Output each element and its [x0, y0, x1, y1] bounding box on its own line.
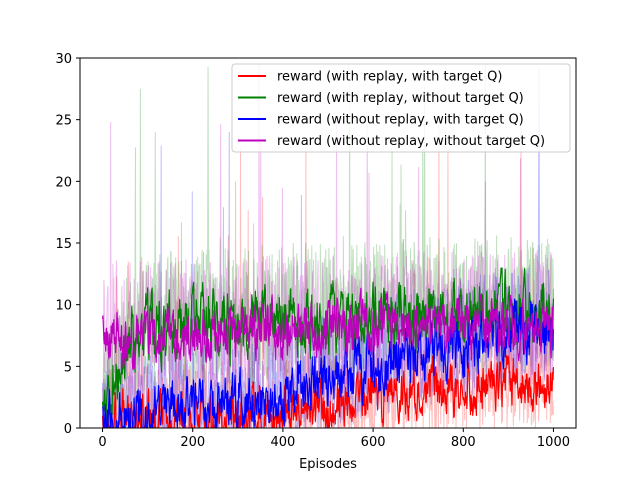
x-tick-label: 0	[98, 435, 106, 450]
x-tick-label: 200	[180, 435, 205, 450]
x-tick-label: 800	[451, 435, 476, 450]
y-tick-label: 20	[55, 175, 72, 190]
legend-label: reward (without replay, with target Q)	[277, 113, 524, 128]
y-tick-label: 25	[55, 114, 72, 129]
x-tick-label: 600	[361, 435, 386, 450]
y-tick-label: 0	[64, 422, 72, 437]
series-line	[101, 287, 555, 371]
legend-label: reward (with replay, without target Q)	[277, 91, 524, 106]
y-axis: 0 5 10 15 20 25 30	[55, 52, 80, 437]
x-tick-label: 1000	[537, 435, 570, 450]
legend-box	[231, 63, 571, 153]
y-tick-label: 15	[55, 237, 72, 252]
x-axis: 0 200 400 600 800 1000	[98, 428, 570, 450]
series-line	[101, 298, 555, 428]
legend-label: reward (with replay, with target Q)	[277, 70, 502, 85]
legend-label: reward (without replay, without target Q…	[277, 134, 545, 149]
legend: reward (with replay, with target Q) rewar…	[231, 63, 571, 153]
series-layer	[101, 267, 555, 428]
y-tick-label: 5	[64, 360, 72, 375]
y-tick-label: 10	[55, 299, 72, 314]
x-axis-label: Episodes	[299, 457, 357, 472]
y-tick-label: 30	[55, 52, 72, 67]
x-tick-label: 400	[270, 435, 295, 450]
